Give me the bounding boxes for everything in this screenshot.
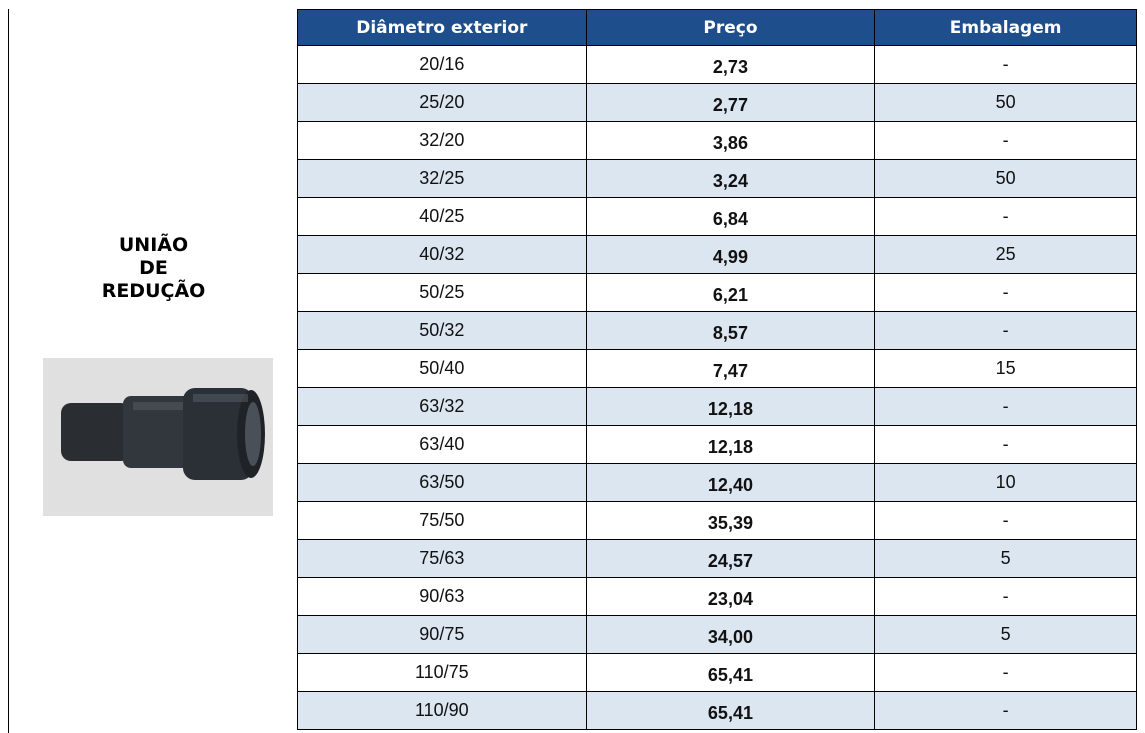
price-cell: 7,47 — [586, 350, 875, 388]
price-cell: 3,24 — [586, 160, 875, 198]
diameter-cell: 40/25 — [298, 198, 587, 236]
diameter-cell: 40/32 — [298, 236, 587, 274]
package-cell: - — [875, 122, 1137, 160]
package-cell: 25 — [875, 236, 1137, 274]
label-line: UNIÃO — [9, 234, 298, 257]
column-header: Embalagem — [875, 10, 1137, 46]
diameter-cell: 32/25 — [298, 160, 587, 198]
column-header: Preço — [586, 10, 875, 46]
diameter-cell: 75/50 — [298, 502, 587, 540]
package-cell: - — [875, 502, 1137, 540]
package-cell: 10 — [875, 464, 1137, 502]
package-cell: - — [875, 274, 1137, 312]
diameter-cell: 20/16 — [298, 46, 587, 84]
price-cell: 2,73 — [586, 46, 875, 84]
diameter-cell: 110/75 — [298, 654, 587, 692]
label-line: REDUÇÃO — [9, 280, 298, 303]
price-cell: 35,39 — [586, 502, 875, 540]
package-cell: 5 — [875, 540, 1137, 578]
diameter-cell: 32/20 — [298, 122, 587, 160]
diameter-cell: 110/90 — [298, 692, 587, 730]
package-cell: - — [875, 426, 1137, 464]
package-cell: - — [875, 312, 1137, 350]
price-cell: 23,04 — [586, 578, 875, 616]
price-cell: 4,99 — [586, 236, 875, 274]
price-cell: 12,18 — [586, 426, 875, 464]
diameter-cell: 63/50 — [298, 464, 587, 502]
diameter-cell: 50/32 — [298, 312, 587, 350]
diameter-cell: 50/40 — [298, 350, 587, 388]
diameter-cell: 75/63 — [298, 540, 587, 578]
price-cell: 12,40 — [586, 464, 875, 502]
package-cell: 5 — [875, 616, 1137, 654]
page: UNIÃODEREDUÇÃO Diâmetro exteriorPreçoEmb… — [0, 0, 1145, 733]
diameter-cell: 25/20 — [298, 84, 587, 122]
package-cell: - — [875, 578, 1137, 616]
price-cell: 65,41 — [586, 692, 875, 730]
column-header: Diâmetro exterior — [298, 10, 587, 46]
package-cell: 15 — [875, 350, 1137, 388]
diameter-cell: 90/75 — [298, 616, 587, 654]
package-cell: 50 — [875, 84, 1137, 122]
price-cell: 12,18 — [586, 388, 875, 426]
diameter-cell: 63/32 — [298, 388, 587, 426]
product-photo — [43, 358, 273, 516]
price-cell: 65,41 — [586, 654, 875, 692]
package-cell: - — [875, 46, 1137, 84]
diameter-cell: 90/63 — [298, 578, 587, 616]
package-cell: - — [875, 654, 1137, 692]
package-cell: - — [875, 198, 1137, 236]
package-cell: - — [875, 692, 1137, 730]
price-cell: 8,57 — [586, 312, 875, 350]
package-cell: - — [875, 388, 1137, 426]
price-cell: 6,84 — [586, 198, 875, 236]
package-cell: 50 — [875, 160, 1137, 198]
price-cell: 2,77 — [586, 84, 875, 122]
price-cell: 24,57 — [586, 540, 875, 578]
label-line: DE — [9, 257, 298, 280]
price-cell: 34,00 — [586, 616, 875, 654]
diameter-cell: 63/40 — [298, 426, 587, 464]
price-cell: 3,86 — [586, 122, 875, 160]
diameter-cell: 50/25 — [298, 274, 587, 312]
price-cell: 6,21 — [586, 274, 875, 312]
